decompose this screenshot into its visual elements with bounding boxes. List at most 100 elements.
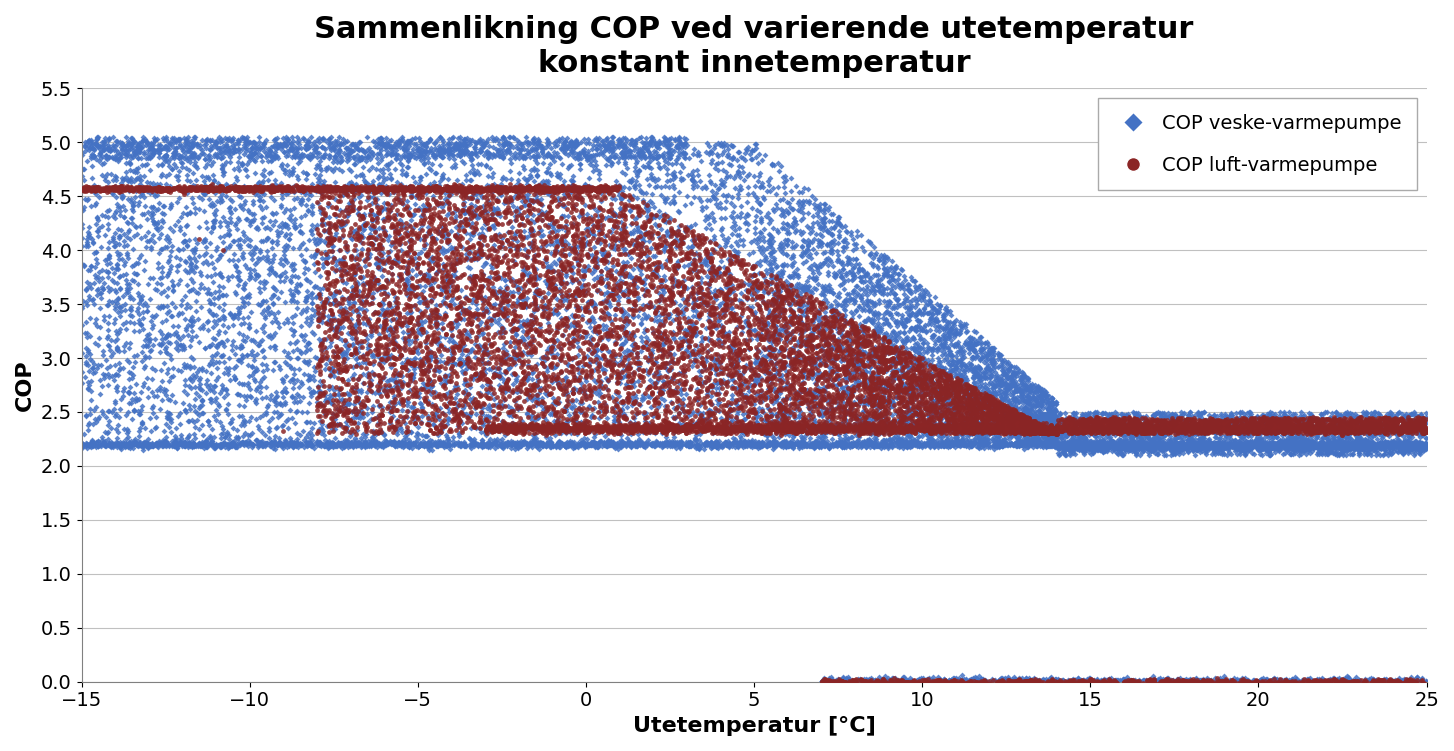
COP veske-varmepumpe	[862, 423, 885, 435]
COP luft-varmepumpe	[896, 376, 919, 388]
COP luft-varmepumpe	[420, 182, 443, 194]
COP veske-varmepumpe	[574, 285, 598, 297]
COP veske-varmepumpe	[1172, 442, 1195, 454]
COP veske-varmepumpe	[1330, 444, 1354, 456]
COP veske-varmepumpe	[462, 438, 486, 450]
COP luft-varmepumpe	[955, 399, 979, 411]
COP luft-varmepumpe	[1332, 419, 1355, 431]
COP luft-varmepumpe	[1045, 677, 1069, 689]
COP veske-varmepumpe	[119, 172, 142, 184]
COP veske-varmepumpe	[702, 233, 726, 245]
COP veske-varmepumpe	[1262, 676, 1285, 688]
COP veske-varmepumpe	[917, 423, 941, 435]
COP veske-varmepumpe	[506, 350, 529, 362]
COP luft-varmepumpe	[925, 379, 948, 391]
COP luft-varmepumpe	[1323, 427, 1346, 439]
COP luft-varmepumpe	[1328, 424, 1351, 436]
COP luft-varmepumpe	[1012, 418, 1035, 430]
COP veske-varmepumpe	[1143, 433, 1166, 445]
COP veske-varmepumpe	[494, 345, 518, 357]
COP luft-varmepumpe	[275, 182, 298, 195]
COP luft-varmepumpe	[942, 411, 965, 423]
COP veske-varmepumpe	[1131, 439, 1154, 451]
COP veske-varmepumpe	[864, 424, 887, 436]
COP luft-varmepumpe	[758, 411, 781, 423]
COP luft-varmepumpe	[942, 674, 965, 686]
COP veske-varmepumpe	[653, 134, 676, 146]
COP veske-varmepumpe	[880, 346, 903, 358]
COP luft-varmepumpe	[775, 390, 798, 402]
COP luft-varmepumpe	[438, 288, 461, 300]
COP veske-varmepumpe	[1021, 390, 1044, 402]
COP luft-varmepumpe	[1157, 420, 1181, 432]
COP veske-varmepumpe	[997, 388, 1021, 400]
COP luft-varmepumpe	[644, 285, 667, 297]
COP veske-varmepumpe	[682, 182, 705, 194]
COP luft-varmepumpe	[1272, 427, 1296, 439]
COP luft-varmepumpe	[570, 236, 593, 248]
COP veske-varmepumpe	[148, 139, 172, 151]
COP veske-varmepumpe	[762, 245, 785, 257]
COP veske-varmepumpe	[1080, 422, 1104, 434]
COP luft-varmepumpe	[464, 183, 487, 195]
COP luft-varmepumpe	[853, 321, 877, 333]
COP veske-varmepumpe	[192, 407, 215, 419]
COP veske-varmepumpe	[346, 439, 369, 451]
COP veske-varmepumpe	[244, 269, 268, 281]
COP veske-varmepumpe	[174, 162, 198, 174]
COP veske-varmepumpe	[1195, 423, 1218, 435]
COP veske-varmepumpe	[1368, 418, 1391, 430]
COP luft-varmepumpe	[382, 194, 406, 206]
COP luft-varmepumpe	[151, 182, 174, 194]
COP luft-varmepumpe	[986, 418, 1009, 430]
COP luft-varmepumpe	[1330, 417, 1354, 429]
COP luft-varmepumpe	[569, 252, 592, 264]
COP luft-varmepumpe	[760, 422, 784, 434]
COP veske-varmepumpe	[1054, 443, 1077, 455]
COP luft-varmepumpe	[917, 426, 941, 438]
COP veske-varmepumpe	[820, 310, 843, 322]
COP veske-varmepumpe	[832, 386, 855, 398]
COP luft-varmepumpe	[954, 397, 977, 409]
COP luft-varmepumpe	[910, 421, 933, 433]
COP veske-varmepumpe	[1208, 424, 1232, 436]
COP veske-varmepumpe	[1191, 441, 1214, 453]
COP luft-varmepumpe	[996, 402, 1019, 414]
COP luft-varmepumpe	[869, 385, 893, 397]
COP veske-varmepumpe	[816, 406, 839, 418]
COP veske-varmepumpe	[830, 675, 853, 687]
COP veske-varmepumpe	[253, 138, 276, 150]
COP veske-varmepumpe	[1029, 412, 1053, 424]
COP luft-varmepumpe	[569, 320, 592, 332]
COP veske-varmepumpe	[721, 339, 744, 351]
COP luft-varmepumpe	[798, 366, 822, 378]
COP veske-varmepumpe	[1248, 418, 1271, 430]
COP veske-varmepumpe	[900, 387, 923, 399]
COP luft-varmepumpe	[976, 421, 999, 433]
COP veske-varmepumpe	[163, 433, 186, 445]
COP veske-varmepumpe	[1310, 671, 1333, 683]
COP veske-varmepumpe	[739, 437, 762, 449]
COP luft-varmepumpe	[836, 327, 859, 339]
COP veske-varmepumpe	[692, 333, 715, 345]
COP luft-varmepumpe	[800, 333, 823, 345]
COP veske-varmepumpe	[954, 679, 977, 691]
COP veske-varmepumpe	[1264, 674, 1287, 686]
COP luft-varmepumpe	[859, 407, 883, 419]
COP luft-varmepumpe	[971, 423, 995, 435]
COP luft-varmepumpe	[548, 382, 571, 394]
COP veske-varmepumpe	[964, 675, 987, 687]
COP veske-varmepumpe	[174, 436, 198, 448]
COP veske-varmepumpe	[318, 314, 342, 326]
COP veske-varmepumpe	[416, 183, 439, 195]
COP luft-varmepumpe	[979, 403, 1002, 415]
COP veske-varmepumpe	[1053, 439, 1076, 451]
COP luft-varmepumpe	[762, 418, 785, 430]
COP veske-varmepumpe	[1041, 407, 1064, 419]
COP veske-varmepumpe	[1309, 678, 1332, 690]
COP veske-varmepumpe	[513, 198, 537, 210]
COP veske-varmepumpe	[259, 440, 282, 452]
COP veske-varmepumpe	[308, 235, 332, 247]
COP luft-varmepumpe	[198, 183, 221, 195]
COP luft-varmepumpe	[442, 258, 465, 270]
